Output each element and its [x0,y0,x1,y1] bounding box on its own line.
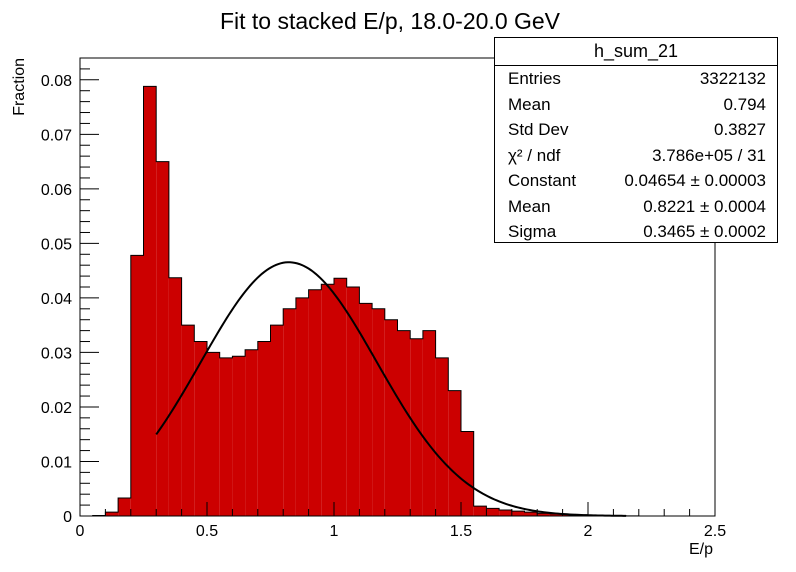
histogram-bar [422,330,436,516]
histogram-bar [194,341,207,516]
stats-value: 0.3465 ± 0.0002 [643,222,766,241]
stats-label: Std Dev [508,120,569,139]
histogram-bar [283,308,296,516]
stats-value: 0.04654 ± 0.00003 [624,171,766,190]
histogram-bar [549,513,563,516]
stats-box: h_sum_21 Entries 3322132 Mean 0.794 Std … [494,37,778,243]
y-tick-label: 0.04 [41,291,72,308]
histogram-bar [105,512,119,516]
x-tick-label: 0 [76,523,85,540]
histogram-bar [334,278,347,516]
y-tick-label: 0.02 [41,400,72,417]
histogram-bar [448,390,461,516]
histogram-bar [384,319,398,516]
stats-row-std-dev: Std Dev 0.3827 [495,117,777,143]
stats-value: 3322132 [699,69,766,88]
y-tick-label: 0.07 [41,127,72,144]
histogram-bar [232,356,246,516]
y-tick-label: 0.03 [41,345,72,362]
x-tick-label: 0.5 [196,523,218,540]
histogram-bar [295,297,309,516]
x-axis-label: E/p [689,541,713,558]
histogram-bar [346,287,360,516]
x-tick-label: 1.5 [450,523,472,540]
histogram-bar [511,511,525,516]
histogram-bar [143,86,157,516]
chart-title: Fit to stacked E/p, 18.0-20.0 GeV [220,8,561,34]
histogram-bar [359,303,373,516]
y-tick-label: 0.05 [41,236,72,253]
histogram-bar [257,341,271,516]
y-axis-label: Fraction [11,58,28,116]
gaussian-fit-curve [155,261,627,517]
histogram-bar [245,349,258,516]
histogram-bar [397,330,411,516]
histogram-bar [219,357,233,516]
stats-value: 0.3827 [714,120,766,139]
stats-value: 0.794 [723,94,766,114]
y-tick-label: 0.06 [41,182,72,199]
histogram-bar [130,255,144,516]
y-tick-label: 0.08 [41,73,72,90]
histogram-bar [461,431,474,516]
histogram-bar [524,512,538,516]
histogram-bar [207,352,220,516]
stats-label: Mean [508,94,551,114]
stats-row-entries: Entries 3322132 [495,66,777,92]
x-tick-label: 2.5 [704,523,726,540]
axes: 0 0.5 1 1.5 2 2.5 0 0.01 0.02 0.03 0.04 0.05 0.06 0.0… [41,68,726,540]
histogram-bar [118,498,131,516]
stats-title: h_sum_21 [495,38,777,66]
y-tick-label: 0 [63,509,72,526]
stats-label: Sigma [508,222,557,241]
y-tick-label: 0.01 [41,454,72,471]
histogram-bar [156,161,169,516]
histogram-bar [537,513,550,516]
x-tick-label: 1 [330,523,339,540]
histogram-bar [435,357,449,516]
stats-value: 3.786e+05 / 31 [652,145,766,165]
stats-row-mean: Mean 0.794 [495,92,777,118]
histogram-bar [168,277,182,516]
stats-label: Mean [508,196,551,216]
histogram-bar [270,325,284,516]
stats-label: Constant [508,171,577,190]
histogram-bar [486,508,500,516]
stats-label: χ² / ndf [508,145,561,165]
stats-value: 0.8221 ± 0.0004 [643,196,766,216]
stats-row-chi2-ndf: χ² / ndf 3.786e+05 / 31 [495,143,777,169]
histogram-bar [321,284,334,516]
histogram-bar [181,325,195,516]
x-tick-label: 2 [584,523,593,540]
stats-row-sigma: Sigma 0.3465 ± 0.0002 [495,219,777,245]
histogram-bar [499,510,512,516]
histogram-bar [372,308,385,516]
stats-row-constant: Constant 0.04654 ± 0.00003 [495,168,777,194]
stats-label: Entries [508,69,561,88]
stats-row-fit-mean: Mean 0.8221 ± 0.0004 [495,194,777,220]
histogram-bars [92,86,639,516]
histogram-bar [308,289,322,516]
histogram-bar [473,506,487,516]
